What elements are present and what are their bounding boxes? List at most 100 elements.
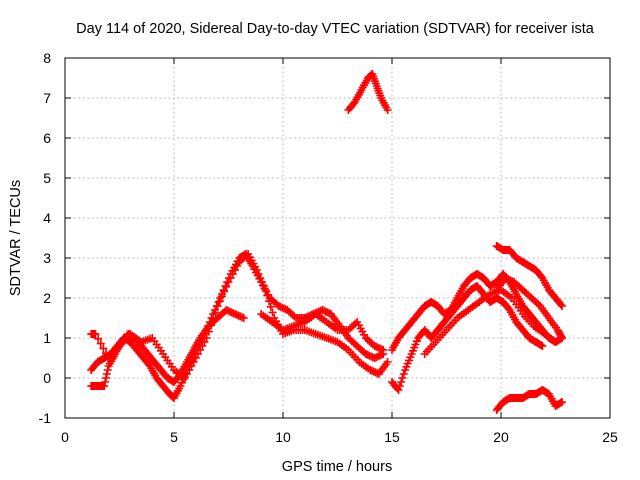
data-point — [279, 304, 288, 313]
data-point — [258, 278, 267, 286]
data-point — [399, 370, 408, 378]
data-point — [319, 306, 328, 315]
y-tick-label: 2 — [43, 290, 51, 306]
y-tick-label: 5 — [43, 170, 51, 186]
data-point — [372, 342, 381, 351]
data-point — [211, 308, 220, 317]
data-point — [207, 321, 216, 330]
data-point — [217, 292, 226, 301]
chart-title: Day 114 of 2020, Sidereal Day-to-day VTE… — [76, 21, 595, 37]
data-point — [558, 302, 567, 310]
series-track-c — [87, 250, 392, 382]
y-tick-label: 1 — [43, 330, 51, 346]
data-point — [220, 287, 229, 296]
x-tick-label: 15 — [384, 429, 400, 445]
data-point — [379, 346, 388, 354]
data-point — [222, 282, 231, 291]
series-track-d — [257, 310, 388, 354]
series-track-k — [492, 386, 567, 414]
data-point — [261, 286, 270, 294]
series-track-b — [87, 306, 248, 390]
data-point — [263, 291, 272, 300]
y-tick-label: 6 — [43, 130, 51, 146]
data-point — [383, 358, 392, 366]
data-point — [363, 350, 372, 359]
series-track-e — [344, 70, 392, 114]
data-point — [94, 334, 103, 343]
data-point — [266, 302, 275, 311]
data-point — [202, 334, 211, 342]
data-point — [268, 308, 277, 317]
data-point — [259, 282, 268, 290]
data-point — [397, 378, 406, 386]
data-points — [87, 70, 567, 414]
data-point — [395, 382, 404, 390]
x-axis-label: GPS time / hours — [282, 459, 392, 475]
series-track-j — [492, 242, 567, 310]
data-point — [101, 349, 110, 358]
data-point — [256, 274, 265, 282]
x-tick-label: 5 — [170, 429, 178, 445]
series-track-h — [420, 286, 560, 358]
data-point — [351, 319, 360, 328]
data-point — [367, 366, 376, 375]
plot-frame — [64, 57, 611, 419]
data-point — [557, 332, 566, 341]
data-point — [551, 338, 560, 346]
x-tick-label: 0 — [61, 429, 69, 445]
data-point — [101, 374, 110, 382]
data-point — [99, 344, 108, 353]
data-point — [323, 308, 332, 317]
data-point — [506, 276, 515, 285]
series-track-i — [492, 274, 567, 342]
data-point — [227, 308, 236, 317]
y-axis-label: SDTVAR / TECUs — [8, 180, 24, 296]
axis-ticks: 0 5 10 15 20 25 -1 0 1 2 3 4 5 6 7 8 — [39, 50, 618, 445]
data-point — [209, 314, 218, 323]
data-point — [276, 302, 285, 311]
data-point — [534, 300, 543, 309]
data-point — [252, 266, 261, 274]
y-tick-label: 4 — [43, 210, 51, 226]
data-point — [398, 374, 407, 382]
data-point — [367, 352, 376, 361]
data-point — [236, 312, 245, 321]
x-tick-label: 10 — [275, 429, 291, 445]
data-point — [103, 366, 112, 374]
y-tick-label: 0 — [43, 370, 51, 386]
data-point — [290, 312, 299, 321]
y-tick-label: 8 — [43, 50, 51, 66]
y-tick-label: 7 — [43, 90, 51, 106]
data-point — [239, 314, 248, 322]
data-point — [265, 297, 274, 306]
series-track-g — [388, 282, 547, 394]
data-point — [215, 297, 224, 306]
data-point — [232, 310, 241, 319]
data-point — [375, 351, 384, 360]
data-point — [204, 327, 213, 336]
data-point — [102, 370, 111, 378]
y-tick-label: 3 — [43, 250, 51, 266]
data-point — [254, 270, 263, 278]
data-point — [100, 382, 109, 390]
data-point — [372, 353, 381, 362]
data-point — [96, 339, 105, 348]
data-point — [224, 306, 233, 315]
data-point — [558, 398, 567, 406]
x-tick-label: 25 — [602, 429, 618, 445]
data-point — [394, 386, 403, 394]
y-tick-label: -1 — [39, 410, 52, 426]
data-point — [503, 274, 512, 283]
data-point — [556, 300, 565, 309]
data-point — [213, 302, 222, 310]
series-track-a — [87, 250, 388, 402]
data-point — [383, 106, 392, 114]
data-point — [538, 342, 547, 350]
data-point — [375, 344, 384, 353]
x-tick-label: 20 — [493, 429, 509, 445]
data-point — [558, 334, 567, 342]
data-point — [101, 378, 110, 386]
data-point — [242, 251, 251, 260]
data-point — [91, 330, 100, 338]
